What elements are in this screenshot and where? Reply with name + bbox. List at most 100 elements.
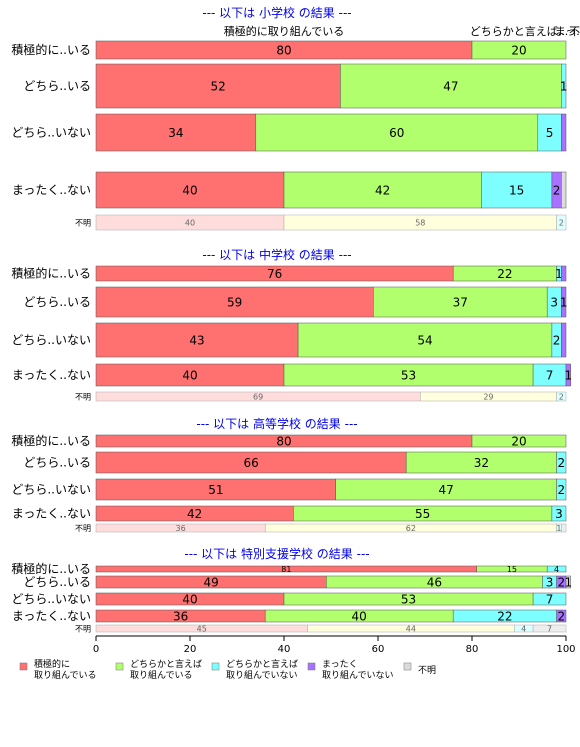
data-label: 53 [401,368,416,382]
x-tick-label: 80 [466,644,479,655]
data-label: 7 [546,368,554,382]
panel-title: --- 以下は 特別支援学校 の結果 --- [184,546,369,561]
data-label: 1 [565,368,573,382]
data-label: 40 [182,183,197,197]
data-label: 29 [483,392,493,401]
data-label: 47 [439,483,454,497]
data-label: 80 [276,43,291,57]
data-label: 45 [197,624,207,633]
data-label: 1 [565,575,573,589]
bar-segment [95,286,374,318]
row-label: まったく..ない [12,183,91,197]
row-label: 不明 [75,624,91,633]
data-label: 62 [406,524,416,533]
data-label: 1 [555,267,563,281]
row-label: どちら..いない [11,483,91,497]
row-label: まったく..ない [12,507,91,521]
panel-title: --- 以下は 中学校 の結果 --- [202,247,351,262]
row-label: 不明 [75,524,91,533]
data-label: 44 [406,624,416,633]
column-label: どちらかと言えば... [470,25,569,38]
bar-segment [471,434,567,448]
data-label: 2 [553,333,561,347]
legend-label: どちらかと言えば取り組んでいない [226,658,298,681]
legend-swatch [115,662,124,671]
data-label: 49 [204,575,219,589]
row-label: 積極的に..いる [11,266,91,281]
data-label: 20 [511,434,526,448]
x-tick-label: 100 [556,644,575,655]
data-label: 15 [507,565,517,574]
data-label: 20 [511,43,526,57]
data-label: 7 [547,624,552,633]
data-label: 4 [521,624,526,633]
data-label: 3 [555,507,563,521]
panel-title: --- 以下は 高等学校 の結果 --- [196,416,357,431]
row-label: 不明 [75,392,91,401]
row-label: どちら..いる [23,456,91,470]
x-tick-label: 20 [184,644,197,655]
bar-segment [283,171,482,209]
data-label: 42 [375,183,390,197]
data-label: 54 [417,333,432,347]
row-label: 積極的に..いる [11,561,91,576]
data-label: 46 [427,575,442,589]
bar-segment [551,505,567,522]
row-label: 積極的に..いる [11,42,91,57]
data-label: 2 [557,575,565,589]
data-label: 36 [176,524,186,533]
row-label: 積極的に..いる [11,433,91,448]
bar-segment [565,363,571,387]
legend-swatch [19,662,28,671]
row-label: まったく..ない [12,609,91,623]
row-label: まったく..ない [12,368,91,382]
data-label: 1 [560,295,568,309]
column-label: 不明 [569,25,580,38]
data-label: 58 [415,218,425,227]
data-label: 76 [267,267,282,281]
data-label: 43 [189,333,204,347]
legend-swatch [403,662,412,671]
data-label: 53 [401,592,416,606]
data-label: 3 [550,295,558,309]
bar-segment [556,214,567,231]
data-label: 2 [559,392,564,401]
data-label: 2 [557,483,565,497]
data-label: 5 [546,126,554,140]
data-label: 7 [546,592,554,606]
data-label: 51 [208,483,223,497]
data-label: 22 [497,609,512,623]
data-label: 34 [168,126,183,140]
bar-segment [481,171,553,209]
bar-segment [561,523,567,533]
bar-segment [95,171,285,209]
bar-segment [546,565,567,573]
bar-segment [556,451,567,474]
bar-segment [561,286,567,318]
bar-segment [340,63,562,109]
x-tick-label: 0 [93,644,99,655]
data-label: 37 [453,295,468,309]
x-tick-label: 40 [278,644,291,655]
row-label: どちら..いる [23,575,91,589]
data-label: 22 [497,267,512,281]
data-label: 4 [554,565,559,574]
bar-segment [297,322,553,358]
bar-segment [556,391,567,402]
data-label: 66 [243,456,258,470]
bar-segment [556,609,567,623]
bar-segment [561,171,567,209]
x-tick-label: 60 [372,644,385,655]
data-label: 1 [560,79,568,93]
data-label: 40 [352,609,367,623]
data-label: 60 [389,126,404,140]
data-label: 59 [227,295,242,309]
bar-segment [561,113,567,152]
bar-segment [561,322,567,358]
data-label: 2 [557,609,565,623]
row-label: どちら..いない [11,592,91,606]
data-label: 3 [546,575,554,589]
data-label: 47 [443,79,458,93]
data-label: 2 [553,183,561,197]
